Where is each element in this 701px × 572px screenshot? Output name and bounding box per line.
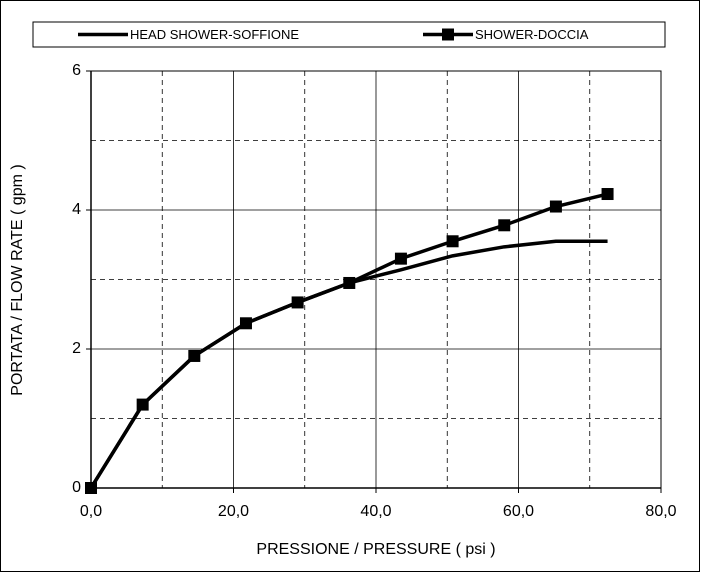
point-marker [136, 398, 149, 411]
point-marker [601, 188, 614, 201]
point-marker [85, 482, 97, 494]
y-tick-label: 0 [72, 479, 81, 496]
point-marker [188, 349, 201, 362]
x-tick-label: 40,0 [360, 503, 391, 520]
y-tick-label: 6 [72, 62, 81, 79]
x-tick-label: 60,0 [503, 503, 534, 520]
y-axis-label: PORTATA / FLOW RATE ( gpm ) [9, 164, 26, 395]
legend-label: HEAD SHOWER-SOFFIONE [130, 27, 299, 42]
point-marker [446, 235, 459, 248]
legend-marker [442, 28, 454, 41]
x-axis-label: PRESSIONE / PRESSURE ( psi ) [256, 541, 495, 558]
legend-box [32, 21, 666, 48]
point-marker [291, 296, 304, 309]
legend-label: SHOWER-DOCCIA [475, 27, 589, 42]
x-tick-label: 20,0 [218, 503, 249, 520]
point-marker [394, 252, 407, 265]
point-marker [343, 276, 356, 289]
point-marker [239, 317, 252, 330]
point-marker [498, 219, 511, 232]
point-marker [549, 200, 562, 213]
y-tick-label: 4 [72, 201, 81, 218]
x-tick-label: 0,0 [80, 503, 102, 520]
x-tick-label: 80,0 [645, 503, 676, 520]
y-tick-label: 2 [72, 340, 81, 357]
